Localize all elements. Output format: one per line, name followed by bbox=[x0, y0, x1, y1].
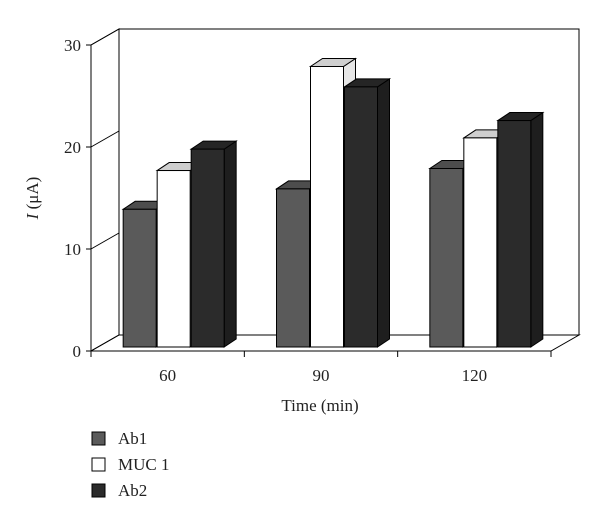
y-axis-title: I (μA) bbox=[23, 177, 42, 221]
legend-label: MUC 1 bbox=[118, 455, 169, 474]
legend: Ab1 MUC 1 Ab2 bbox=[91, 429, 169, 500]
x-tick-label: 90 bbox=[313, 366, 330, 385]
x-axis-title: Time (min) bbox=[281, 396, 358, 415]
y-tick-depth bbox=[90, 28, 120, 46]
bar-front bbox=[310, 66, 344, 348]
bar-front bbox=[276, 188, 310, 348]
legend-swatch bbox=[91, 457, 106, 472]
bar-front bbox=[344, 86, 378, 348]
legend-swatch bbox=[91, 483, 106, 498]
bar-side bbox=[377, 77, 390, 348]
x-axis: 60 90 120 bbox=[90, 350, 552, 385]
y-axis: 0 10 20 30 bbox=[64, 28, 120, 361]
y-tick-depth bbox=[90, 334, 120, 352]
x-tick-label: 60 bbox=[159, 366, 176, 385]
bar-side bbox=[223, 140, 237, 348]
legend-label: Ab2 bbox=[118, 481, 147, 500]
side-wall bbox=[90, 28, 120, 352]
y-tick-label: 0 bbox=[73, 342, 82, 361]
bar bbox=[189, 140, 238, 348]
bar-front bbox=[463, 137, 498, 348]
y-axis-title-text: I (μA) bbox=[23, 177, 42, 221]
x-tick-label: 120 bbox=[462, 366, 488, 385]
bar-front bbox=[190, 148, 225, 348]
bar bbox=[342, 77, 392, 348]
bar bbox=[496, 111, 545, 348]
y-tick-label: 30 bbox=[64, 36, 81, 55]
y-tick-depth bbox=[90, 130, 120, 148]
bar-side bbox=[530, 111, 544, 348]
bar-front bbox=[497, 120, 532, 348]
legend-swatch bbox=[91, 431, 106, 446]
bar-front bbox=[156, 170, 191, 348]
bar-front bbox=[122, 208, 157, 348]
bars bbox=[121, 57, 545, 348]
y-axis-title-unit: (μA) bbox=[23, 177, 42, 214]
y-tick-label: 20 bbox=[64, 138, 81, 157]
y-tick-depth bbox=[90, 232, 120, 250]
legend-label: Ab1 bbox=[118, 429, 147, 448]
y-axis-title-symbol: I bbox=[23, 212, 42, 220]
bar-front bbox=[429, 168, 464, 348]
y-tick-label: 10 bbox=[64, 240, 81, 259]
